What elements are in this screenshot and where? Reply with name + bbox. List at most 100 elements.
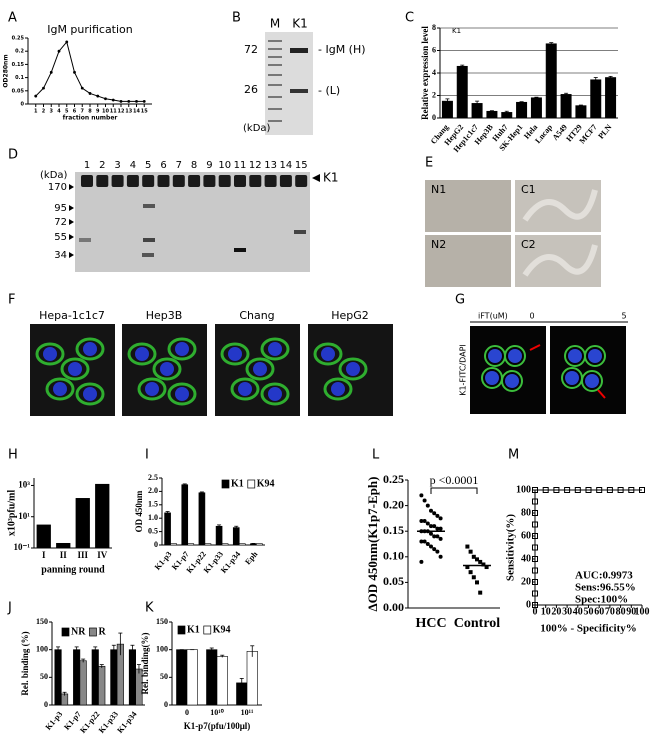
decoration	[504, 345, 526, 367]
marker-label: 34	[54, 250, 67, 261]
bar	[206, 649, 218, 706]
x-tick-label: 60	[594, 606, 604, 617]
y-tick-label: 80	[521, 507, 531, 518]
y-axis-label: K1-FITC/DAPI	[459, 344, 468, 396]
x-tick-label: 15	[141, 109, 148, 115]
x-tick-label: 30	[562, 606, 572, 617]
point	[425, 521, 430, 526]
point	[127, 99, 131, 103]
image-label: C1	[521, 183, 536, 196]
bar	[216, 656, 228, 706]
bar	[181, 484, 189, 546]
dose-label: 5	[621, 312, 626, 321]
point	[532, 498, 538, 505]
lane-label: 1	[84, 160, 90, 171]
y-tick-label: 0.20	[383, 497, 404, 511]
x-tick-label: Lncap	[533, 122, 554, 145]
bar	[215, 525, 223, 546]
bar	[516, 101, 528, 119]
legend-swatch	[177, 625, 186, 635]
x-tick-label: 50	[584, 606, 594, 617]
panel-label: J	[7, 601, 12, 616]
y-tick-label: 8	[432, 23, 436, 32]
x-tick-label: 4	[57, 109, 61, 115]
panel-label: G	[455, 293, 465, 308]
y-tick-label: 0	[21, 102, 25, 108]
bar	[79, 660, 87, 706]
decoration	[313, 342, 343, 366]
decoration	[268, 84, 282, 86]
point	[119, 99, 123, 103]
point	[88, 92, 92, 95]
lane-label: 14	[280, 160, 293, 171]
image-label: N2	[431, 238, 446, 251]
decoration	[143, 238, 155, 242]
decoration	[143, 204, 155, 208]
decoration	[96, 175, 109, 187]
decoration	[152, 357, 182, 381]
lane-label: 3	[114, 160, 120, 171]
y-tick-label: 0	[432, 113, 436, 122]
band-label: - (L)	[318, 84, 340, 97]
decoration	[75, 382, 105, 406]
bar	[560, 94, 572, 119]
y-tick-label: 150	[156, 617, 168, 626]
decoration	[157, 175, 170, 187]
decoration	[167, 337, 197, 361]
point	[429, 508, 433, 513]
decoration	[588, 349, 602, 363]
decoration	[69, 205, 74, 211]
decoration	[68, 362, 82, 376]
x-tick-label: II	[60, 550, 68, 560]
point	[104, 97, 107, 101]
point	[96, 94, 100, 98]
point	[429, 524, 433, 529]
decoration	[253, 362, 267, 376]
panel-label: I	[145, 448, 149, 463]
y-tick-label: 10³	[18, 480, 30, 490]
y-axis-label: OD280nm	[3, 54, 10, 87]
y-tick-label: 10⁻¹	[14, 542, 31, 552]
bar	[128, 649, 137, 706]
decoration	[172, 175, 185, 187]
decoration	[245, 357, 275, 381]
lane-label: 2	[99, 160, 105, 171]
decoration	[265, 32, 313, 135]
decoration	[425, 180, 511, 232]
unit-label: (kDa)	[40, 170, 68, 181]
x-tick-label: K1-p34	[115, 710, 138, 735]
point	[484, 565, 489, 570]
bar	[232, 527, 240, 546]
decoration	[249, 175, 262, 187]
point	[419, 518, 424, 523]
point	[532, 521, 538, 528]
point	[429, 531, 433, 536]
header-label: iFT(uM)	[478, 312, 508, 321]
decoration	[338, 357, 368, 381]
marker-label: 72	[244, 43, 258, 56]
decoration	[188, 175, 201, 187]
y-tick-label: 1.0	[148, 513, 158, 522]
x-tick-label: 5	[65, 109, 69, 115]
annotation: Sens:96.55%	[575, 582, 636, 594]
decoration	[127, 342, 157, 366]
image-title: Chang	[239, 309, 274, 322]
panel-label: E	[425, 156, 433, 171]
panel-label: M	[508, 448, 519, 463]
lane-label: M	[270, 17, 280, 31]
x-tick-label: 6	[73, 109, 77, 115]
decoration	[290, 48, 308, 53]
marker-label: 170	[48, 182, 67, 193]
unit-label: (kDa)	[243, 123, 271, 134]
point	[468, 549, 473, 554]
decoration	[323, 377, 353, 401]
panel-label: H	[8, 448, 18, 463]
annotation: Spec:100%	[575, 594, 628, 606]
y-tick-label: 2	[432, 90, 436, 99]
decoration	[268, 96, 282, 98]
decoration	[53, 382, 67, 396]
point	[628, 487, 635, 493]
image-label: N1	[431, 183, 446, 196]
bar	[238, 543, 246, 546]
